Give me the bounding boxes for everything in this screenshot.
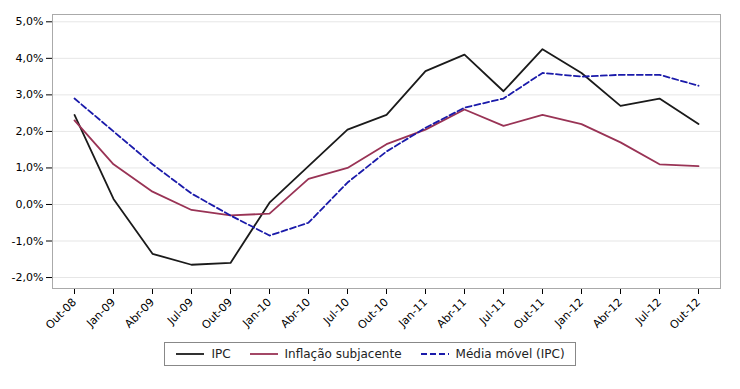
svg-text:Abr-11: Abr-11 xyxy=(434,296,469,331)
svg-text:Out-08: Out-08 xyxy=(43,296,79,332)
svg-text:Jul-12: Jul-12 xyxy=(632,296,664,328)
svg-text:Out-12: Out-12 xyxy=(667,296,703,332)
svg-text:Abr-09: Abr-09 xyxy=(122,296,157,331)
html-text:Média móvel (IPC): Média móvel (IPC) xyxy=(455,347,565,361)
svg-text:2,0%: 2,0% xyxy=(16,125,44,138)
svg-text:5,0%: 5,0% xyxy=(16,15,44,28)
svg-text:-1,0%: -1,0% xyxy=(12,235,44,248)
svg-text:Jul-10: Jul-10 xyxy=(320,296,352,328)
svg-text:Out-10: Out-10 xyxy=(355,296,391,332)
svg-text:Abr-10: Abr-10 xyxy=(278,296,313,331)
svg-text:Jan-09: Jan-09 xyxy=(84,296,119,331)
html-text:IPC: IPC xyxy=(211,347,231,361)
svg-text:Jul-11: Jul-11 xyxy=(476,296,508,328)
svg-text:Jul-09: Jul-09 xyxy=(164,296,196,328)
svg-text:Jan-10: Jan-10 xyxy=(240,296,275,331)
html-text:Inflação subjacente: Inflação subjacente xyxy=(284,347,402,361)
svg-text:Jan-11: Jan-11 xyxy=(396,296,431,331)
svg-text:Jan-12: Jan-12 xyxy=(552,296,587,331)
svg-text:Abr-12: Abr-12 xyxy=(590,296,625,331)
svg-text:-2,0%: -2,0% xyxy=(12,271,44,284)
svg-text:Out-11: Out-11 xyxy=(511,296,547,332)
svg-text:4,0%: 4,0% xyxy=(16,52,44,65)
svg-text:1,0%: 1,0% xyxy=(16,161,44,174)
svg-text:Out-09: Out-09 xyxy=(199,296,235,332)
svg-text:3,0%: 3,0% xyxy=(16,88,44,101)
svg-text:0,0%: 0,0% xyxy=(16,198,44,211)
